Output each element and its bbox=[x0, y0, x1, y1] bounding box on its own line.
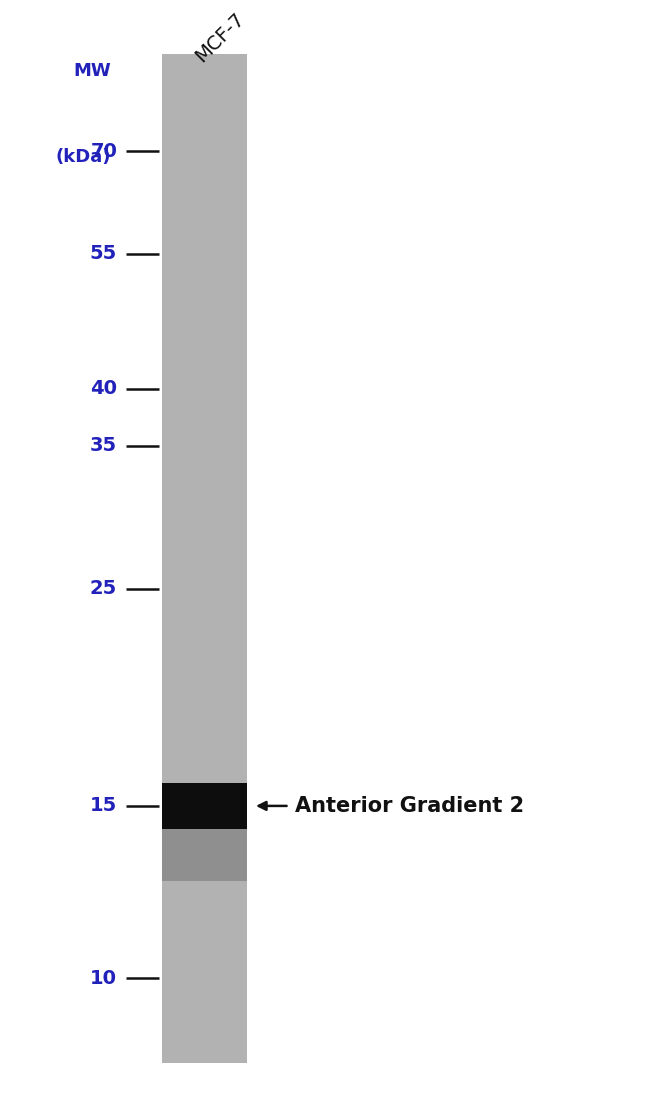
Bar bbox=[162, 783, 247, 830]
Text: 25: 25 bbox=[90, 580, 117, 598]
Text: MW: MW bbox=[73, 62, 111, 80]
Text: 40: 40 bbox=[90, 379, 117, 398]
Text: 35: 35 bbox=[90, 436, 117, 456]
Text: Anterior Gradient 2: Anterior Gradient 2 bbox=[296, 796, 525, 816]
Bar bbox=[162, 54, 247, 1063]
Text: MCF-7: MCF-7 bbox=[191, 9, 248, 65]
Text: 10: 10 bbox=[90, 969, 117, 988]
Text: (kDa): (kDa) bbox=[56, 148, 111, 166]
Text: 70: 70 bbox=[90, 142, 117, 160]
Text: 15: 15 bbox=[90, 796, 117, 815]
Text: 55: 55 bbox=[90, 244, 117, 263]
Bar bbox=[162, 830, 247, 880]
